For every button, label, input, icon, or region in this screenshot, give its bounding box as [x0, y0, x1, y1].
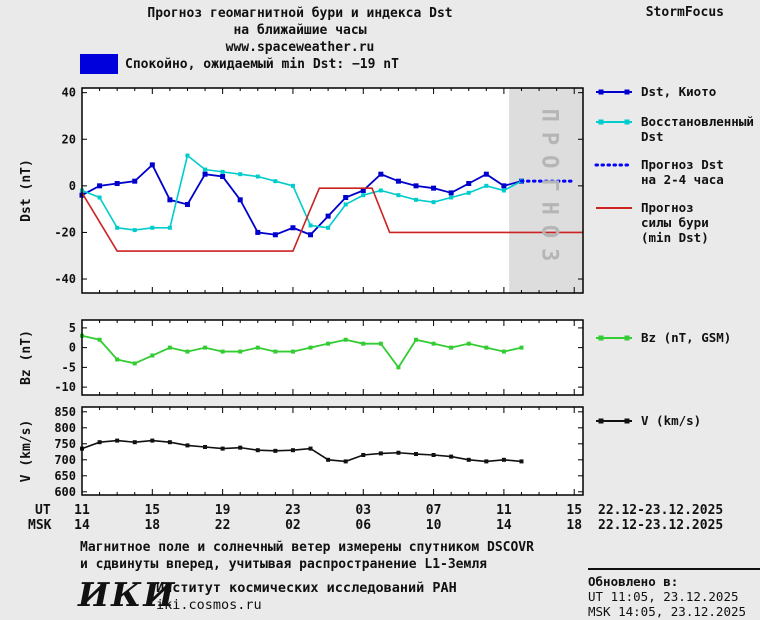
svg-text:14: 14 — [74, 518, 90, 533]
updated-block: Обновлено в: UT 11:05, 23.12.2025 MSK 14… — [588, 568, 760, 619]
svg-text:15: 15 — [566, 503, 582, 518]
legend-line-sample — [594, 202, 634, 217]
svg-text:Dst (nT): Dst (nT) — [19, 159, 34, 222]
svg-text:850: 850 — [54, 405, 76, 419]
svg-text:22.12-23.12.2025: 22.12-23.12.2025 — [598, 503, 723, 518]
institute-name: Институт космических исследований РАН — [156, 580, 457, 596]
svg-text:0: 0 — [69, 341, 76, 355]
legend-item: Прогноз силы бури (min Dst) — [594, 200, 758, 245]
status-legend: Спокойно, ожидаемый min Dst: −19 nT — [80, 54, 399, 74]
svg-text:11: 11 — [74, 503, 90, 518]
svg-text:18: 18 — [566, 518, 582, 533]
v-legend: V (km/s) — [594, 413, 758, 430]
svg-text:800: 800 — [54, 421, 76, 435]
dst-legend: Dst, Киото Восстановленный Dst Прогноз Dst… — [594, 84, 758, 245]
svg-text:40: 40 — [62, 86, 76, 100]
legend-line-sample — [594, 415, 634, 430]
figure-title-line1: Прогноз геомагнитной бури и индекса Dst — [147, 6, 453, 21]
svg-text:-20: -20 — [54, 225, 76, 239]
data-source-note: Магнитное поле и солнечный ветер измерен… — [80, 539, 534, 573]
svg-text:03: 03 — [355, 503, 371, 518]
brand-label: StormFocus — [645, 5, 724, 20]
legend-label: Bz (nT, GSM) — [641, 330, 732, 345]
svg-text:750: 750 — [54, 437, 76, 451]
forecast-band-label: ПРОГНОЗ — [536, 108, 562, 272]
updated-ut-time: UT 11:05, 23.12.2025 — [588, 589, 739, 604]
svg-text:18: 18 — [144, 518, 160, 533]
svg-text:Bz (nT): Bz (nT) — [19, 330, 34, 385]
figure-title-line2: на ближайшие часы — [233, 23, 367, 38]
legend-item: Прогноз Dst на 2-4 часа — [594, 157, 758, 187]
svg-text:15: 15 — [144, 503, 160, 518]
svg-text:11: 11 — [496, 503, 512, 518]
legend-label: Dst, Киото — [641, 84, 717, 99]
svg-text:-10: -10 — [54, 380, 76, 394]
legend-item: Восстановленный Dst — [594, 114, 758, 144]
legend-label: Прогноз Dst на 2-4 часа — [641, 157, 724, 187]
quiet-status-swatch — [80, 54, 118, 74]
legend-item: Bz (nT, GSM) — [594, 330, 758, 347]
svg-text:22.12-23.12.2025: 22.12-23.12.2025 — [598, 518, 723, 533]
legend-label: Восстановленный Dst — [641, 114, 754, 144]
iki-logo: ИКИ — [78, 575, 177, 614]
svg-text:-5: -5 — [62, 360, 76, 374]
institute-site: iki.cosmos.ru — [156, 597, 262, 613]
note-line2: и сдвинуты вперед, учитывая распростране… — [80, 557, 487, 572]
svg-text:02: 02 — [285, 518, 301, 533]
svg-text:06: 06 — [355, 518, 371, 533]
svg-text:0: 0 — [69, 179, 76, 193]
svg-text:V (km/s): V (km/s) — [19, 420, 34, 483]
status-text: Спокойно, ожидаемый min Dst: −19 nT — [125, 56, 399, 72]
updated-msk-time: MSK 14:05, 23.12.2025 — [588, 604, 747, 619]
svg-text:22: 22 — [215, 518, 231, 533]
svg-text:MSK: MSK — [28, 518, 52, 533]
title-block: Прогноз геомагнитной бури и индекса Dst … — [0, 5, 600, 56]
legend-label: Прогноз силы бури (min Dst) — [641, 200, 709, 245]
legend-line-sample — [594, 332, 634, 347]
svg-text:23: 23 — [285, 503, 301, 518]
svg-text:5: 5 — [69, 321, 76, 335]
institute-block: Институт космических исследований РАН ik… — [156, 580, 457, 614]
website-url: www.spaceweather.ru — [225, 40, 375, 55]
svg-text:700: 700 — [54, 453, 76, 467]
note-line1: Магнитное поле и солнечный ветер измерен… — [80, 540, 534, 555]
svg-text:UT: UT — [35, 503, 51, 518]
updated-label: Обновлено в: — [588, 574, 679, 589]
svg-text:07: 07 — [426, 503, 442, 518]
svg-text:-40: -40 — [54, 272, 76, 286]
svg-text:10: 10 — [426, 518, 442, 533]
legend-item: Dst, Киото — [594, 84, 758, 101]
bz-legend: Bz (nT, GSM) — [594, 330, 758, 347]
legend-line-sample — [594, 116, 634, 131]
legend-label: V (km/s) — [641, 413, 702, 428]
legend-item: V (km/s) — [594, 413, 758, 430]
legend-line-sample — [594, 159, 634, 174]
svg-text:14: 14 — [496, 518, 512, 533]
svg-text:19: 19 — [215, 503, 231, 518]
svg-text:650: 650 — [54, 469, 76, 483]
svg-text:20: 20 — [62, 132, 76, 146]
legend-line-sample — [594, 86, 634, 101]
svg-text:600: 600 — [54, 485, 76, 499]
